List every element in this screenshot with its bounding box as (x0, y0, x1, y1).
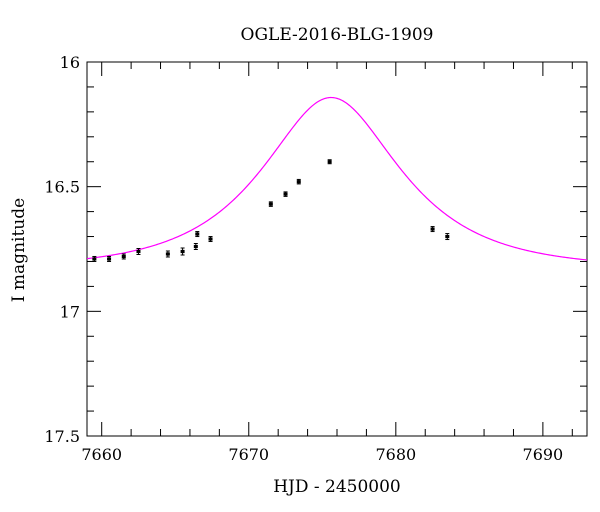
data-point (327, 160, 332, 164)
x-tick-label: 7670 (228, 445, 269, 464)
y-axis-label: I magnitude (9, 198, 29, 302)
model-curve (86, 96, 588, 261)
data-point (193, 244, 198, 249)
y-tick-label: 17 (60, 302, 80, 321)
x-tick-label: 7690 (523, 445, 564, 464)
data-point (283, 192, 288, 196)
chart-title: OGLE-2016-BLG-1909 (241, 25, 434, 45)
data-point (268, 202, 273, 206)
y-tick-label: 16.5 (44, 178, 80, 197)
data-point (136, 249, 141, 254)
data-point (180, 249, 185, 254)
data-point (165, 252, 170, 256)
data-point (296, 180, 301, 184)
plot-border (86, 61, 588, 437)
data-point (195, 232, 200, 236)
y-axis: 16 16.5 17 17.5 (44, 53, 587, 446)
data-point (107, 257, 112, 261)
data-point (121, 254, 126, 259)
y-tick-label: 17.5 (44, 427, 80, 446)
data-point (445, 234, 450, 239)
plot-frame (86, 61, 588, 437)
x-axis: 7660 7670 7680 7690 (81, 62, 573, 464)
data-points-layer (92, 159, 450, 262)
data-point (430, 227, 435, 231)
data-point (208, 237, 213, 241)
x-tick-label: 7680 (375, 445, 416, 464)
y-tick-label: 16 (60, 53, 80, 72)
x-tick-label: 7660 (81, 445, 122, 464)
data-point (92, 257, 97, 261)
model-curve-layer (86, 96, 588, 261)
x-axis-label: HJD - 2450000 (273, 477, 401, 497)
